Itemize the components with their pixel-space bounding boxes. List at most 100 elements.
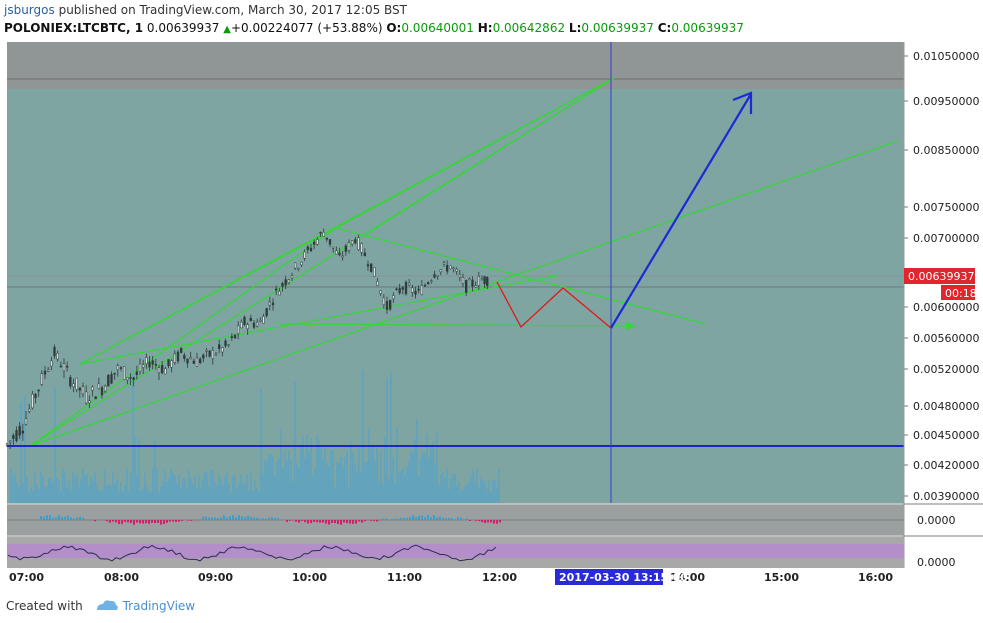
- volume-bar: [256, 487, 258, 503]
- price-chart[interactable]: 0.01050000 0.00950000 0.00850000 0.00750000…: [0, 0, 983, 590]
- candle-body: [100, 387, 104, 396]
- volume-bar: [472, 469, 474, 503]
- author-link[interactable]: jsburgos: [4, 3, 55, 17]
- volume-bar: [262, 473, 264, 503]
- current-price-tag: [904, 268, 975, 284]
- current-price-text: 0.00639937: [908, 270, 974, 283]
- projection-up-arrow: [610, 93, 752, 329]
- candle-body: [97, 383, 100, 389]
- volume-bar: [376, 445, 378, 503]
- macd-bar: [229, 516, 231, 520]
- macd-bar: [352, 520, 354, 524]
- volume-bar: [236, 488, 238, 503]
- macd-bar: [205, 516, 207, 520]
- volume-bar: [208, 486, 210, 503]
- volume-bar: [424, 453, 426, 503]
- volume-bar: [38, 488, 40, 503]
- volume-bar: [210, 470, 212, 503]
- macd-bar: [70, 517, 72, 520]
- volume-bar: [14, 473, 16, 503]
- volume-bar: [348, 487, 350, 503]
- volume-bar: [304, 457, 306, 503]
- publish-info: published on TradingView.com, March 30, …: [58, 3, 408, 17]
- macd-bar: [136, 520, 138, 523]
- volume-bar: [378, 481, 380, 503]
- volume-bar: [418, 475, 420, 503]
- volume-bar: [148, 490, 150, 503]
- candle-body: [477, 276, 480, 286]
- x-tick-label: 15:00: [764, 571, 799, 584]
- candle-body: [164, 368, 167, 375]
- macd-bar: [487, 520, 489, 523]
- candle-body: [157, 367, 161, 374]
- volume-bar: [362, 369, 364, 503]
- y-tick-label: 0.00560000: [913, 332, 979, 345]
- macd-bar: [310, 520, 312, 524]
- volume-bar: [452, 474, 454, 503]
- volume-bar: [102, 489, 104, 503]
- volume-bar: [66, 487, 68, 503]
- macd-bar: [217, 517, 219, 520]
- volume-bar: [410, 451, 412, 503]
- y-tick-label: 0.00600000: [913, 301, 979, 314]
- arrow-head-icon: [732, 91, 753, 114]
- volume-bar: [338, 462, 340, 503]
- x-tick-label: 14:00: [670, 571, 705, 584]
- volume-bar: [374, 461, 376, 503]
- volume-bar: [330, 449, 332, 503]
- volume-bar: [350, 442, 352, 503]
- volume-bar: [72, 471, 74, 503]
- macd-bar: [409, 516, 411, 520]
- trendline: [29, 227, 337, 447]
- stoch-band: [7, 544, 904, 558]
- macd-bar: [79, 516, 81, 520]
- high-label: H:: [477, 21, 493, 35]
- candle-body: [256, 321, 259, 327]
- volume-bar: [74, 478, 76, 503]
- macd-bar: [442, 517, 444, 520]
- candle-body: [104, 385, 107, 392]
- macd-bar: [286, 520, 288, 522]
- trendline: [79, 227, 337, 365]
- volume-bar: [58, 479, 60, 503]
- volume-bar: [108, 483, 110, 503]
- trendline: [335, 77, 615, 229]
- volume-bar: [104, 469, 106, 503]
- candle-body: [85, 391, 88, 404]
- candle-body: [218, 344, 221, 349]
- volume-bar: [394, 483, 396, 503]
- macd-bar: [208, 517, 210, 520]
- volume-bar: [232, 475, 234, 503]
- volume-bar: [310, 438, 312, 503]
- candle-body: [15, 430, 18, 441]
- candle-body: [408, 282, 411, 286]
- macd-bar: [130, 520, 132, 523]
- price-axis[interactable]: 0.01050000 0.00950000 0.00850000 0.00750000…: [904, 50, 979, 503]
- macd-bar: [436, 517, 438, 520]
- candle-body: [436, 275, 439, 277]
- candle-body: [116, 365, 119, 371]
- macd-bar: [463, 519, 465, 520]
- volume-bar: [200, 487, 202, 503]
- volume-bar: [328, 466, 330, 503]
- macd-bar: [235, 517, 237, 520]
- volume-bar: [468, 482, 470, 503]
- candle-body: [480, 278, 484, 281]
- volume-bar: [420, 458, 422, 503]
- volume-bar: [166, 482, 168, 503]
- y-tick-label: 0.00850000: [913, 144, 979, 157]
- volume-bar: [150, 492, 152, 503]
- macd-bar: [346, 520, 348, 524]
- candle-body: [319, 232, 322, 234]
- tradingview-cloud-icon[interactable]: [95, 598, 119, 615]
- y-tick-label: 0.00450000: [913, 429, 979, 442]
- macd-bar: [151, 520, 153, 523]
- candle-body: [379, 290, 382, 294]
- volume-bar: [152, 468, 154, 503]
- volume-bar: [186, 486, 188, 503]
- candle-body: [354, 239, 357, 244]
- tradingview-link[interactable]: TradingView: [122, 599, 196, 613]
- time-axis[interactable]: 07:00 08:00 09:00 10:00 11:00 12:00 14:00 15:00…: [9, 571, 893, 584]
- macd-bar: [61, 517, 63, 520]
- candle-body: [107, 375, 110, 387]
